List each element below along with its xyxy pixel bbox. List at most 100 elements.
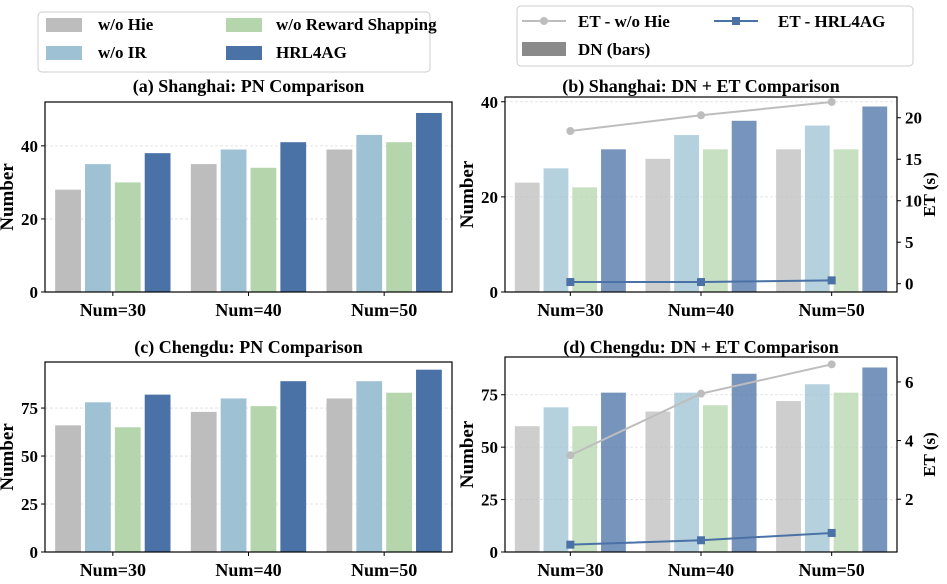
bar [190, 164, 217, 292]
bar [804, 384, 830, 552]
bar [386, 142, 412, 292]
bar [804, 125, 830, 292]
y2-tick-label: 6 [905, 373, 914, 392]
x-tick-label: Num=50 [351, 300, 417, 320]
chart-title: (c) Chengdu: PN Comparison [134, 337, 363, 358]
y2-tick-label: 2 [905, 490, 914, 509]
bar [601, 392, 626, 552]
legend-lines-frame [516, 5, 914, 67]
y-axis-label: Number [457, 160, 478, 228]
y-axis-label: Number [0, 163, 18, 231]
y2-tick-label: 4 [905, 432, 914, 451]
x-tick-label: Num=40 [668, 300, 734, 320]
bar [833, 392, 859, 552]
line-point [566, 540, 575, 549]
y-tick-label: 40 [481, 93, 498, 112]
legend-marker-et-hrl4ag [732, 17, 740, 25]
line-point [697, 278, 705, 287]
bar [326, 149, 353, 292]
y-axis-label: Number [0, 423, 18, 491]
bar [862, 367, 888, 552]
bar [514, 426, 540, 552]
bar [674, 392, 700, 552]
bar [731, 120, 757, 292]
bar [220, 398, 247, 552]
bar [144, 394, 171, 552]
legend-label-wo-ir: w/o IR [98, 43, 147, 62]
legend-swatch-dn-bars [522, 42, 566, 56]
bar [85, 164, 111, 292]
legend-marker-et-wo-hie [540, 17, 548, 25]
y2-tick-label: 5 [905, 233, 914, 252]
x-tick-label: Num=50 [799, 300, 865, 320]
y2-tick-label: 0 [905, 275, 914, 294]
legend-swatch-wo-hie [46, 18, 82, 32]
bar [514, 182, 540, 292]
legend-label-wo-reward-shapping: w/o Reward Shapping [276, 15, 437, 34]
bar [85, 402, 111, 552]
y-axis-label: Number [457, 420, 478, 488]
x-tick-label: Num=30 [537, 300, 603, 320]
bar [356, 134, 383, 292]
legend-swatch-wo-reward-shapping [226, 18, 262, 32]
bar [862, 106, 888, 292]
y-tick-label: 25 [481, 491, 498, 510]
bar [190, 411, 217, 552]
y2-tick-label: 10 [905, 192, 922, 211]
x-tick-label: Num=40 [215, 560, 281, 580]
line-point [566, 127, 575, 136]
y-tick-label: 75 [481, 386, 498, 405]
bar [250, 406, 277, 552]
legend-label-wo-hie: w/o Hie [98, 15, 154, 34]
y2-tick-label: 15 [905, 150, 922, 169]
line-point [566, 451, 575, 460]
legend-bars-frame [37, 11, 431, 73]
y2-axis-label: ET (s) [920, 172, 939, 217]
bar [601, 149, 626, 292]
y-tick-label: 50 [21, 447, 38, 466]
legend-bars: w/o Hie w/o Reward Shapping w/o IR HRL4A… [37, 11, 437, 73]
chart-title: (d) Chengdu: DN + ET Comparison [563, 337, 838, 358]
panel-a-shanghai-pn: 0 20 40 Num=30 Num=40 Num=50 (a) Shanghai: PN … [0, 76, 453, 320]
chart-title: (a) Shanghai: PN Comparison [133, 76, 365, 97]
line-point [697, 536, 705, 545]
bar [55, 189, 81, 292]
y-tick-label: 50 [481, 438, 498, 457]
x-tick-label: Num=50 [799, 560, 865, 580]
bar [356, 381, 383, 552]
y-tick-label: 40 [21, 137, 38, 156]
bar [645, 158, 671, 292]
bar [416, 369, 442, 552]
x-tick-label: Num=50 [351, 560, 417, 580]
line-point [697, 111, 705, 120]
line-point [827, 276, 836, 285]
bar [55, 425, 81, 552]
bar [416, 112, 442, 292]
bar [144, 153, 171, 292]
bar [572, 426, 598, 552]
y-tick-label: 0 [490, 543, 499, 562]
legend-label-et-hrl4ag: ET - HRL4AG [778, 12, 885, 31]
bar [326, 398, 353, 552]
bar [114, 427, 141, 552]
y-tick-label: 75 [21, 399, 38, 418]
bar [776, 401, 801, 552]
y-tick-label: 25 [21, 495, 38, 514]
bar [280, 142, 307, 292]
bar [543, 168, 569, 292]
panel-d-chengdu-dn-et: 0 25 50 75 Num=30 Num=40 Num=50 (d) Chengdu: DN… [457, 337, 939, 580]
legend-swatch-wo-ir [46, 46, 82, 60]
bar [731, 373, 757, 552]
bar [543, 407, 569, 552]
bar [702, 405, 728, 552]
chart-title: (b) Shanghai: DN + ET Comparison [562, 76, 840, 97]
bar [702, 149, 728, 292]
bar [674, 135, 700, 292]
y2-tick-label: 20 [905, 109, 922, 128]
bar [833, 149, 859, 292]
panel-c-chengdu-pn: 0 25 50 75 Num=30 Num=40 Num=50 (c) Chengdu: PN… [0, 337, 453, 580]
bar [114, 182, 141, 292]
y-tick-label: 0 [30, 543, 39, 562]
line-point [697, 389, 705, 398]
